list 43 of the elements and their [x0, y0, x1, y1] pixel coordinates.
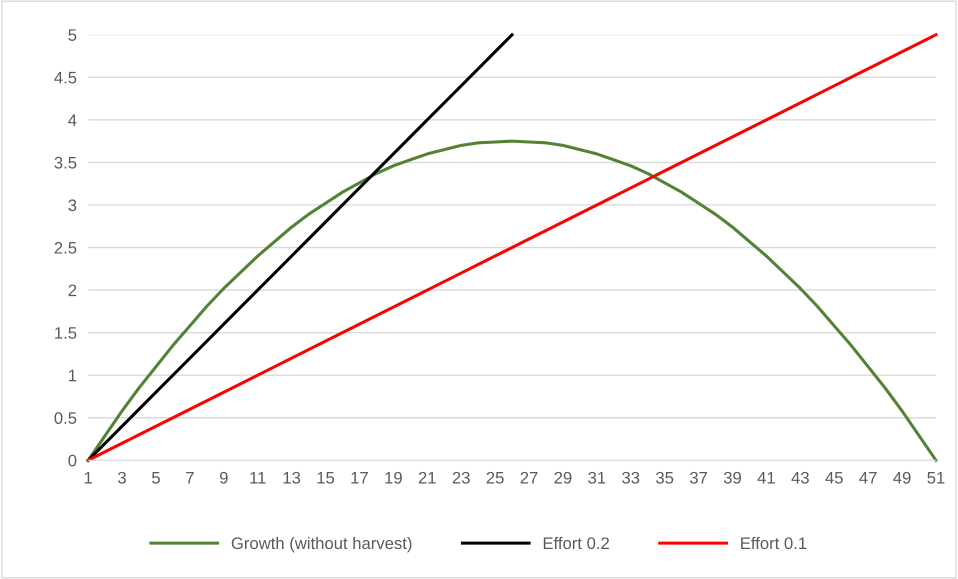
- x-tick-label: 1: [84, 472, 92, 484]
- x-tick-label: 31: [588, 472, 606, 484]
- legend-label: Effort 0.2: [544, 536, 609, 550]
- y-tick-label: 3: [68, 199, 76, 212]
- y-tick-label: 4.5: [54, 72, 76, 84]
- line-series: [86, 33, 514, 462]
- x-tick-label: 13: [284, 472, 300, 484]
- x-tick-label: 45: [825, 472, 843, 484]
- x-tick-label: 25: [486, 472, 504, 484]
- x-tick-label: 51: [927, 472, 944, 484]
- x-tick-label: 23: [452, 472, 470, 484]
- x-tick-label: 47: [859, 472, 877, 484]
- y-tick-label: 1.5: [55, 327, 76, 339]
- x-tick-label: 19: [385, 472, 402, 484]
- legend-label: Growth (without harvest): [232, 536, 412, 552]
- x-tick-label: 33: [622, 472, 640, 484]
- x-tick-label: 3: [118, 472, 126, 484]
- x-tick-label: 43: [791, 472, 809, 484]
- x-tick-label: 35: [656, 472, 674, 484]
- y-tick-label: 5: [68, 29, 76, 41]
- x-tick-label: 9: [220, 472, 228, 484]
- y-tick-label: 0.5: [54, 412, 76, 424]
- x-tick-label: 5: [152, 472, 160, 484]
- x-tick-label: 39: [724, 472, 741, 484]
- x-tick-label: 29: [554, 472, 572, 484]
- y-tick-label: 0: [68, 454, 76, 467]
- legend-label: Effort 0.1: [741, 536, 806, 550]
- x-tick-label: 17: [351, 472, 368, 484]
- x-tick-label: 11: [250, 472, 266, 484]
- line-series: [86, 140, 938, 462]
- x-tick-label: 41: [758, 472, 775, 484]
- x-tick-label: 37: [690, 472, 708, 484]
- y-tick-label: 3.5: [54, 156, 76, 169]
- y-tick-label: 1: [69, 370, 76, 382]
- y-tick-label: 4: [68, 114, 77, 126]
- x-tick-label: 27: [520, 472, 538, 484]
- y-tick-label: 2: [68, 284, 76, 296]
- line-series: [86, 33, 938, 462]
- y-tick-label: 2.5: [54, 242, 76, 254]
- x-tick-label: 15: [318, 472, 334, 484]
- x-tick-label: 7: [186, 472, 194, 484]
- x-tick-label: 49: [893, 472, 911, 484]
- x-tick-label: 21: [418, 472, 436, 484]
